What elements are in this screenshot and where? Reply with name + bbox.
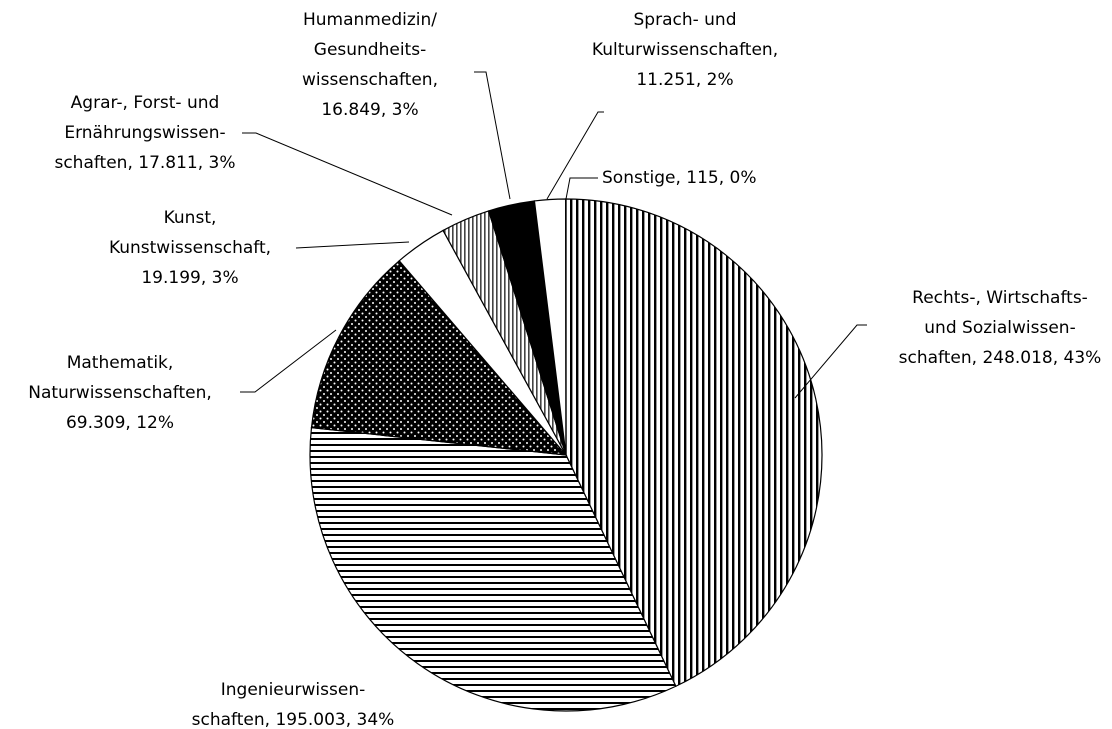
slice-label: schaften, 195.003, 34% xyxy=(192,710,395,729)
slice-label: Sprach- und xyxy=(634,10,737,30)
pie-slice xyxy=(309,426,677,712)
slice-label: Kunst, xyxy=(164,208,217,228)
leader-line xyxy=(565,177,598,200)
leader-line xyxy=(474,71,511,200)
slice-label: Kunstwissenschaft, xyxy=(109,238,271,258)
slice-label: 19.199, 3% xyxy=(141,268,238,288)
pie-slice xyxy=(565,198,823,688)
slice-label: schaften, 248.018, 43% xyxy=(899,348,1102,368)
slice-label: schaften, 17.811, 3% xyxy=(54,153,235,173)
slice-label: Naturwissenschaften, xyxy=(28,383,212,403)
slice-label: Rechts-, Wirtschafts- xyxy=(912,288,1088,308)
slice-label: 69.309, 12% xyxy=(66,413,174,433)
slice-label: wissenschaften, xyxy=(302,70,438,90)
leader-line xyxy=(295,241,410,249)
leader-line xyxy=(794,324,867,399)
slice-label: und Sozialwissen- xyxy=(924,318,1075,338)
leader-line xyxy=(242,132,453,216)
slice-label: 11.251, 2% xyxy=(636,70,733,90)
slice-label: Ernährungswissen- xyxy=(64,123,225,143)
slice-label: 16.849, 3% xyxy=(321,100,418,120)
slice-label: Ingenieurwissen- xyxy=(221,680,365,700)
slice-label: Humanmedizin/ xyxy=(303,10,437,30)
pie-slice xyxy=(310,259,568,456)
slice-label: Gesundheits- xyxy=(314,40,426,60)
leader-line xyxy=(240,329,337,393)
slice-label: Kulturwissenschaften, xyxy=(592,40,778,60)
leader-line xyxy=(546,111,604,200)
slice-label: Sonstige, 115, 0% xyxy=(602,168,757,188)
slice-label: Agrar-, Forst- und xyxy=(71,93,220,113)
slice-label: Mathematik, xyxy=(67,353,174,373)
